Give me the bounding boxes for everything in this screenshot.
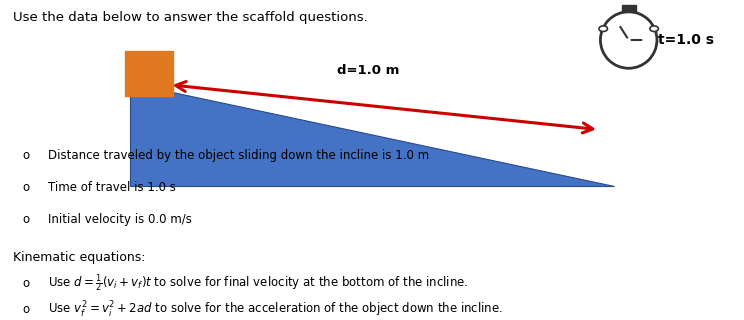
- Text: Initial velocity is 0.0 m/s: Initial velocity is 0.0 m/s: [48, 213, 192, 226]
- Text: Kinematic equations:: Kinematic equations:: [13, 251, 146, 264]
- Polygon shape: [130, 83, 614, 186]
- Text: o: o: [22, 149, 30, 162]
- Text: o: o: [22, 213, 30, 226]
- Text: d=1.0 m: d=1.0 m: [337, 64, 400, 77]
- Ellipse shape: [650, 26, 658, 31]
- Bar: [125, 51, 173, 96]
- Text: Use $v_f^2 = v_i^2 + 2ad$ to solve for the acceleration of the object down the i: Use $v_f^2 = v_i^2 + 2ad$ to solve for t…: [48, 299, 504, 320]
- Text: Time of travel is 1.0 s: Time of travel is 1.0 s: [48, 181, 176, 194]
- Bar: [622, 5, 635, 12]
- Text: o: o: [22, 277, 30, 290]
- Text: o: o: [22, 303, 30, 316]
- Text: Distance traveled by the object sliding down the incline is 1.0 m: Distance traveled by the object sliding …: [48, 149, 429, 162]
- Text: Use $d = \frac{1}{2}(v_i + v_f)t$ to solve for final velocity at the bottom of t: Use $d = \frac{1}{2}(v_i + v_f)t$ to sol…: [48, 272, 469, 294]
- Text: Use the data below to answer the scaffold questions.: Use the data below to answer the scaffol…: [13, 11, 368, 24]
- Text: o: o: [22, 181, 30, 194]
- Ellipse shape: [599, 26, 608, 31]
- Text: t=1.0 s: t=1.0 s: [658, 33, 714, 47]
